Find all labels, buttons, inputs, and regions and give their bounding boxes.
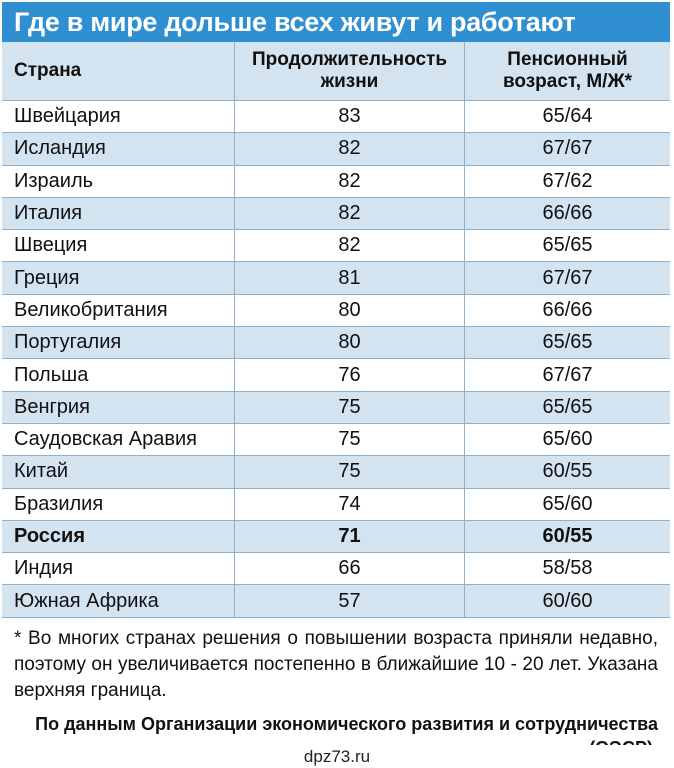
table-row: Южная Африка 57 60/60 — [2, 584, 670, 617]
table-row: Италия 82 66/66 — [2, 196, 670, 230]
country-cell: Швейцария — [2, 100, 234, 133]
country-cell: Саудовская Аравия — [2, 422, 234, 456]
life-expectancy-cell: 66 — [234, 552, 464, 585]
table-row: Венгрия 75 65/65 — [2, 390, 670, 423]
country-cell: Исландия — [2, 132, 234, 165]
life-expectancy-cell: 82 — [234, 164, 464, 197]
pension-age-cell: 58/58 — [464, 552, 670, 585]
table-row: Индия 66 58/58 — [2, 552, 670, 585]
life-expectancy-cell: 75 — [234, 455, 464, 488]
country-cell: Португалия — [2, 326, 234, 359]
country-cell: Китай — [2, 455, 234, 488]
country-cell: Швеция — [2, 229, 234, 262]
life-header-line1: Продолжительность — [251, 49, 448, 70]
pension-header-line1: Пенсионный — [507, 49, 628, 70]
pension-age-cell: 60/55 — [464, 455, 670, 488]
table-row: Исландия 82 67/67 — [2, 132, 670, 165]
table-row: Саудовская Аравия 75 65/60 — [2, 422, 670, 456]
pension-age-cell: 65/60 — [464, 422, 670, 456]
country-cell: Южная Африка — [2, 584, 234, 617]
table-row: Греция 81 67/67 — [2, 261, 670, 294]
table-row: Россия 71 60/55 — [2, 519, 670, 553]
pension-age-cell: 67/62 — [464, 164, 670, 197]
table-row: Великобритания 80 66/66 — [2, 293, 670, 327]
pension-age-cell: 65/64 — [464, 100, 670, 133]
country-cell: Италия — [2, 196, 234, 230]
pension-age-cell: 60/55 — [464, 519, 670, 553]
pension-age-cell: 67/67 — [464, 132, 670, 165]
column-header-life-expectancy: Продолжительность жизни — [234, 42, 464, 100]
life-expectancy-cell: 74 — [234, 487, 464, 520]
header-row: Страна Продолжительность жизни Пенсионны… — [2, 42, 670, 100]
table-row: Израиль 82 67/62 — [2, 164, 670, 197]
table-row: Польша 76 67/67 — [2, 358, 670, 391]
infographic-table: Где в мире дольше всех живут и работают … — [2, 2, 670, 745]
table-row: Бразилия 74 65/60 — [2, 487, 670, 520]
life-expectancy-cell: 80 — [234, 293, 464, 327]
country-cell: Россия — [2, 519, 234, 553]
pension-age-cell: 65/60 — [464, 487, 670, 520]
footnote-section: * Во многих странах решения о повышении … — [2, 616, 670, 745]
page-title: Где в мире дольше всех живут и работают — [2, 2, 670, 42]
site-watermark: dpz73.ru — [0, 746, 674, 768]
footnote-text: * Во многих странах решения о повышении … — [14, 627, 658, 701]
life-expectancy-cell: 83 — [234, 100, 464, 133]
table-row: Швейцария 83 65/64 — [2, 100, 670, 133]
pension-age-cell: 66/66 — [464, 196, 670, 230]
life-expectancy-cell: 57 — [234, 584, 464, 617]
table-row: Португалия 80 65/65 — [2, 326, 670, 359]
pension-header-line2: возраст, М/Ж* — [502, 71, 633, 92]
life-expectancy-cell: 75 — [234, 390, 464, 423]
pension-age-cell: 65/65 — [464, 326, 670, 359]
pension-age-cell: 65/65 — [464, 390, 670, 423]
life-expectancy-cell: 81 — [234, 261, 464, 294]
pension-age-cell: 60/60 — [464, 584, 670, 617]
column-header-pension-age: Пенсионный возраст, М/Ж* — [464, 42, 670, 100]
life-expectancy-cell: 75 — [234, 422, 464, 456]
pension-age-cell: 67/67 — [464, 261, 670, 294]
data-table: Страна Продолжительность жизни Пенсионны… — [2, 42, 670, 617]
pension-age-cell: 66/66 — [464, 293, 670, 327]
life-expectancy-cell: 71 — [234, 519, 464, 553]
country-cell: Греция — [2, 261, 234, 294]
life-expectancy-cell: 76 — [234, 358, 464, 391]
country-cell: Израиль — [2, 164, 234, 197]
life-header-line2: жизни — [320, 71, 379, 92]
pension-age-cell: 67/67 — [464, 358, 670, 391]
life-expectancy-cell: 82 — [234, 196, 464, 230]
table-row: Китай 75 60/55 — [2, 455, 670, 488]
table-row: Швеция 82 65/65 — [2, 229, 670, 262]
country-cell: Бразилия — [2, 487, 234, 520]
pension-age-cell: 65/65 — [464, 229, 670, 262]
column-header-country: Страна — [14, 60, 82, 81]
country-cell: Венгрия — [2, 390, 234, 423]
life-expectancy-cell: 80 — [234, 326, 464, 359]
life-expectancy-cell: 82 — [234, 229, 464, 262]
country-cell: Польша — [2, 358, 234, 391]
country-cell: Индия — [2, 552, 234, 585]
life-expectancy-cell: 82 — [234, 132, 464, 165]
country-cell: Великобритания — [2, 293, 234, 327]
source-note: По данным Организации экономического раз… — [35, 713, 658, 745]
